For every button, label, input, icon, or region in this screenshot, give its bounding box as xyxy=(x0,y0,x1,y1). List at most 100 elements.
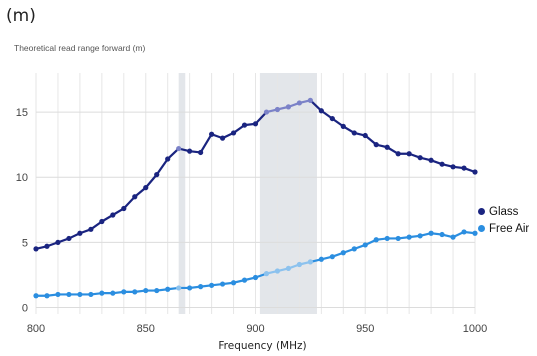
legend-item-free-air[interactable]: Free Air xyxy=(478,220,529,237)
data-point[interactable] xyxy=(176,285,182,291)
data-point[interactable] xyxy=(154,287,160,294)
data-point[interactable] xyxy=(384,144,390,150)
legend-label-free-air: Free Air xyxy=(489,222,530,235)
data-point[interactable] xyxy=(439,231,445,238)
data-point[interactable] xyxy=(428,157,434,163)
data-point[interactable] xyxy=(110,212,116,218)
data-point[interactable] xyxy=(450,164,456,170)
data-point[interactable] xyxy=(318,108,324,114)
data-point[interactable] xyxy=(187,285,193,291)
data-point[interactable] xyxy=(143,287,149,294)
data-point[interactable] xyxy=(472,169,478,175)
legend-item-glass[interactable]: Glass xyxy=(478,203,529,220)
data-point[interactable] xyxy=(77,230,83,236)
data-point[interactable] xyxy=(472,230,478,236)
data-point[interactable] xyxy=(88,291,94,298)
data-point[interactable] xyxy=(296,100,302,106)
y-tick-labels: 0 5 10 15 xyxy=(16,107,28,314)
data-point[interactable] xyxy=(230,280,237,286)
data-point[interactable] xyxy=(121,289,127,295)
x-tick-label: 900 xyxy=(246,323,264,335)
data-point[interactable] xyxy=(230,130,237,136)
x-axis-label: Frequency (MHz) xyxy=(218,340,306,352)
series-segment xyxy=(199,133,213,154)
data-point[interactable] xyxy=(219,281,226,287)
data-point[interactable] xyxy=(450,234,456,240)
data-point[interactable] xyxy=(241,277,248,283)
data-point[interactable] xyxy=(209,131,215,137)
shaded-band xyxy=(178,73,186,314)
data-point[interactable] xyxy=(340,123,346,130)
data-point[interactable] xyxy=(351,246,357,252)
data-point[interactable] xyxy=(428,230,434,236)
data-point[interactable] xyxy=(417,233,423,239)
data-point[interactable] xyxy=(461,229,467,235)
data-point[interactable] xyxy=(285,104,292,110)
data-point[interactable] xyxy=(55,291,61,298)
data-point[interactable] xyxy=(461,165,467,171)
data-point[interactable] xyxy=(110,290,116,296)
y-tick-label: 0 xyxy=(22,302,28,314)
data-point[interactable] xyxy=(143,185,149,191)
data-point[interactable] xyxy=(307,97,313,103)
data-point[interactable] xyxy=(241,122,248,128)
data-point[interactable] xyxy=(329,115,335,122)
data-point[interactable] xyxy=(55,239,61,245)
data-point[interactable] xyxy=(165,156,171,162)
data-point[interactable] xyxy=(329,254,335,260)
data-point[interactable] xyxy=(33,293,39,299)
data-point[interactable] xyxy=(406,151,412,157)
data-point[interactable] xyxy=(88,226,94,232)
data-point[interactable] xyxy=(263,109,270,115)
data-point[interactable] xyxy=(66,235,72,242)
data-point[interactable] xyxy=(395,235,401,242)
series-segment xyxy=(155,157,169,176)
legend-marker-free-air xyxy=(478,225,485,232)
data-point[interactable] xyxy=(198,284,204,290)
data-point[interactable] xyxy=(44,243,50,249)
data-point[interactable] xyxy=(132,289,138,295)
data-point[interactable] xyxy=(274,106,281,113)
data-point[interactable] xyxy=(209,282,215,288)
data-point[interactable] xyxy=(219,135,226,141)
data-point[interactable] xyxy=(296,261,302,268)
data-point[interactable] xyxy=(33,246,39,252)
data-point[interactable] xyxy=(132,194,138,200)
data-point[interactable] xyxy=(187,148,193,154)
data-point[interactable] xyxy=(154,172,160,178)
data-point[interactable] xyxy=(373,142,379,148)
data-point[interactable] xyxy=(439,161,445,167)
data-point[interactable] xyxy=(417,155,423,161)
data-point[interactable] xyxy=(66,291,72,298)
data-point[interactable] xyxy=(252,121,259,127)
data-point[interactable] xyxy=(121,205,127,212)
data-point[interactable] xyxy=(351,130,357,136)
data-point[interactable] xyxy=(77,291,83,298)
data-point[interactable] xyxy=(176,145,182,152)
data-point[interactable] xyxy=(362,132,368,139)
data-point[interactable] xyxy=(44,293,50,299)
data-point[interactable] xyxy=(99,218,105,225)
data-point[interactable] xyxy=(384,235,390,242)
legend: Glass Free Air xyxy=(478,203,529,237)
data-point[interactable] xyxy=(99,290,105,296)
data-point[interactable] xyxy=(285,265,292,272)
series-segment xyxy=(254,110,268,125)
data-point[interactable] xyxy=(263,271,270,277)
data-point[interactable] xyxy=(198,149,204,156)
y-tick-label: 10 xyxy=(16,172,28,184)
data-point[interactable] xyxy=(274,268,281,274)
data-point[interactable] xyxy=(395,151,401,157)
data-point[interactable] xyxy=(340,250,346,256)
data-point[interactable] xyxy=(373,237,379,243)
series-segment xyxy=(144,173,158,189)
data-point[interactable] xyxy=(165,286,171,292)
series-segment xyxy=(122,195,136,210)
y-tick-label: 15 xyxy=(16,107,28,119)
data-point[interactable] xyxy=(406,234,412,240)
data-point[interactable] xyxy=(318,256,324,262)
data-point[interactable] xyxy=(362,242,368,248)
data-point[interactable] xyxy=(307,259,313,265)
data-point[interactable] xyxy=(252,274,259,281)
